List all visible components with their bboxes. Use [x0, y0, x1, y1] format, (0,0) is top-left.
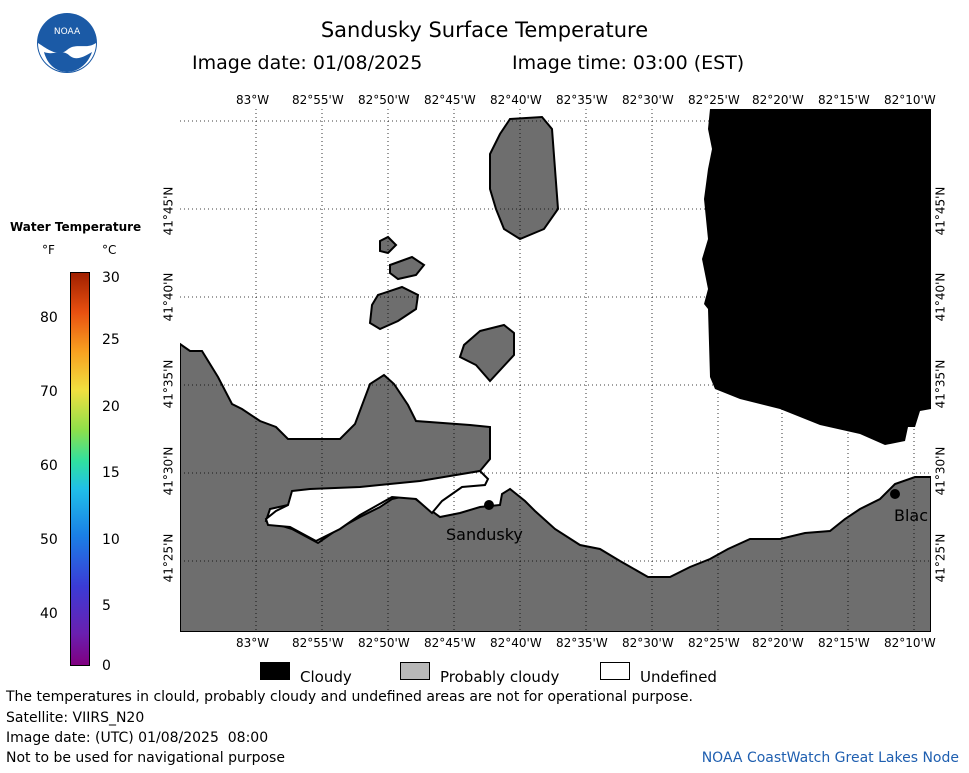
lon-label: 82°55'W — [292, 636, 344, 650]
lon-label: 82°35'W — [556, 636, 608, 650]
colorbar-c-label: 30 — [102, 270, 120, 286]
svg-text:NOAA: NOAA — [54, 27, 81, 37]
colorbar-c-label: 20 — [102, 399, 120, 415]
noaa-logo: NOAA — [37, 13, 97, 73]
footer-credit: NOAA CoastWatch Great Lakes Node — [701, 750, 959, 766]
colorbar-f-label: 50 — [40, 532, 58, 548]
island — [489, 115, 560, 241]
legend-swatch-probably-cloudy — [400, 662, 430, 680]
place-label-right: Blac — [894, 506, 929, 525]
lon-label: 82°30'W — [622, 93, 674, 107]
lon-label: 82°55'W — [292, 93, 344, 107]
colorbar-f-label: 80 — [40, 310, 58, 326]
lat-label: 41°30'N — [933, 446, 948, 496]
lat-label: 41°35'N — [161, 359, 176, 409]
colorbar-unit-f: °F — [42, 243, 55, 257]
cloud-region — [702, 109, 931, 445]
lat-label: 41°45'N — [933, 186, 948, 236]
city-marker — [484, 500, 494, 510]
legend-swatch-undefined — [600, 662, 630, 680]
lat-label: 41°25'N — [161, 533, 176, 583]
lon-label: 82°40'W — [490, 93, 542, 107]
colorbar-c-label: 25 — [102, 332, 120, 348]
colorbar-unit-c: °C — [102, 243, 117, 257]
lat-label: 41°25'N — [933, 533, 948, 583]
lat-label: 41°30'N — [161, 446, 176, 496]
colorbar-f-label: 70 — [40, 384, 58, 400]
lon-label: 82°20'W — [752, 93, 804, 107]
footer-nav: Not to be used for navigational purpose — [6, 750, 285, 766]
land-south — [180, 342, 931, 632]
map-title: Sandusky Surface Temperature — [320, 18, 649, 42]
image-date: Image date: 01/08/2025 — [192, 52, 423, 74]
lon-label: 82°10'W — [884, 636, 936, 650]
colorbar-c-label: 0 — [102, 658, 111, 674]
colorbar — [70, 272, 90, 666]
map-canvas — [180, 109, 931, 632]
lon-label: 82°25'W — [688, 93, 740, 107]
island — [368, 285, 420, 331]
lon-label: 82°15'W — [818, 93, 870, 107]
colorbar-c-label: 5 — [102, 598, 111, 614]
lon-label: 82°10'W — [884, 93, 936, 107]
lat-label: 41°45'N — [161, 186, 176, 236]
lat-label: 41°35'N — [933, 359, 948, 409]
colorbar-c-label: 10 — [102, 532, 120, 548]
legend-label-cloudy: Cloudy — [300, 668, 352, 686]
lon-label: 82°30'W — [622, 636, 674, 650]
lon-label: 82°20'W — [752, 636, 804, 650]
lon-label: 82°45'W — [424, 93, 476, 107]
footer-satellite: Satellite: VIIRS_N20 — [6, 710, 145, 726]
place-label-sandusky: Sandusky — [446, 525, 523, 544]
lon-label: 82°35'W — [556, 93, 608, 107]
legend-swatch-cloudy — [260, 662, 290, 680]
colorbar-f-label: 40 — [40, 606, 58, 622]
lat-label: 41°40'N — [161, 272, 176, 322]
lat-label: 41°40'N — [933, 272, 948, 322]
island — [458, 323, 515, 383]
legend-label-undefined: Undefined — [640, 668, 717, 686]
lon-label: 83°W — [236, 93, 270, 107]
city-marker — [890, 489, 900, 499]
lon-label: 82°50'W — [358, 93, 410, 107]
bay-undefined — [264, 469, 490, 543]
lon-label: 82°45'W — [424, 636, 476, 650]
legend-label-probably-cloudy: Probably cloudy — [440, 668, 560, 686]
footer-utc-date: Image date: (UTC) 01/08/2025 08:00 — [6, 730, 269, 746]
footer-disclaimer: The temperatures in clould, probably clo… — [6, 689, 693, 705]
image-time: Image time: 03:00 (EST) — [512, 52, 745, 74]
lon-label: 82°50'W — [358, 636, 410, 650]
colorbar-c-label: 15 — [102, 465, 120, 481]
lon-label: 82°15'W — [818, 636, 870, 650]
lon-label: 82°40'W — [490, 636, 542, 650]
lon-label: 83°W — [236, 636, 270, 650]
colorbar-f-label: 60 — [40, 458, 58, 474]
island — [389, 255, 426, 281]
colorbar-title: Water Temperature — [10, 220, 142, 234]
lon-label: 82°25'W — [688, 636, 740, 650]
